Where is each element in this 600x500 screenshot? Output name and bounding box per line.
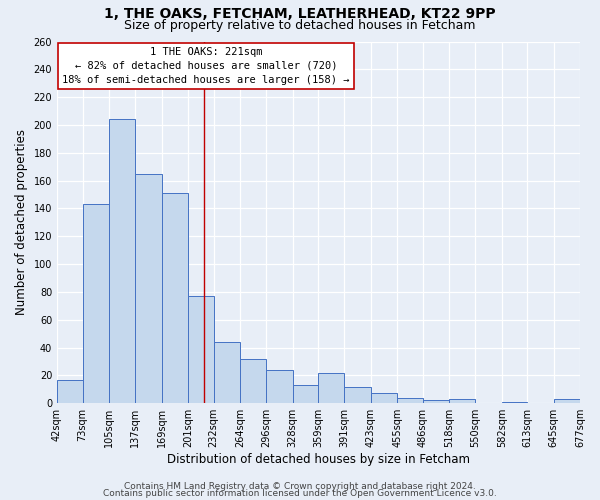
Bar xyxy=(318,372,344,403)
Bar xyxy=(554,399,580,403)
Text: 1, THE OAKS, FETCHAM, LEATHERHEAD, KT22 9PP: 1, THE OAKS, FETCHAM, LEATHERHEAD, KT22 … xyxy=(104,8,496,22)
Y-axis label: Number of detached properties: Number of detached properties xyxy=(15,130,28,316)
Bar xyxy=(135,174,161,403)
Bar xyxy=(214,342,240,403)
Bar xyxy=(344,386,371,403)
Bar xyxy=(240,358,266,403)
Bar xyxy=(371,394,397,403)
Bar xyxy=(449,399,475,403)
Text: Contains public sector information licensed under the Open Government Licence v3: Contains public sector information licen… xyxy=(103,489,497,498)
Bar xyxy=(188,296,214,403)
Text: 1 THE OAKS: 221sqm
← 82% of detached houses are smaller (720)
18% of semi-detach: 1 THE OAKS: 221sqm ← 82% of detached hou… xyxy=(62,47,350,85)
Bar xyxy=(109,120,135,403)
Text: Size of property relative to detached houses in Fetcham: Size of property relative to detached ho… xyxy=(124,18,476,32)
Text: Contains HM Land Registry data © Crown copyright and database right 2024.: Contains HM Land Registry data © Crown c… xyxy=(124,482,476,491)
Bar xyxy=(266,370,293,403)
X-axis label: Distribution of detached houses by size in Fetcham: Distribution of detached houses by size … xyxy=(167,453,470,466)
Bar xyxy=(161,193,188,403)
Bar xyxy=(293,385,318,403)
Bar xyxy=(502,402,527,403)
Bar xyxy=(57,380,83,403)
Bar xyxy=(83,204,109,403)
Bar xyxy=(423,400,449,403)
Bar xyxy=(397,398,423,403)
